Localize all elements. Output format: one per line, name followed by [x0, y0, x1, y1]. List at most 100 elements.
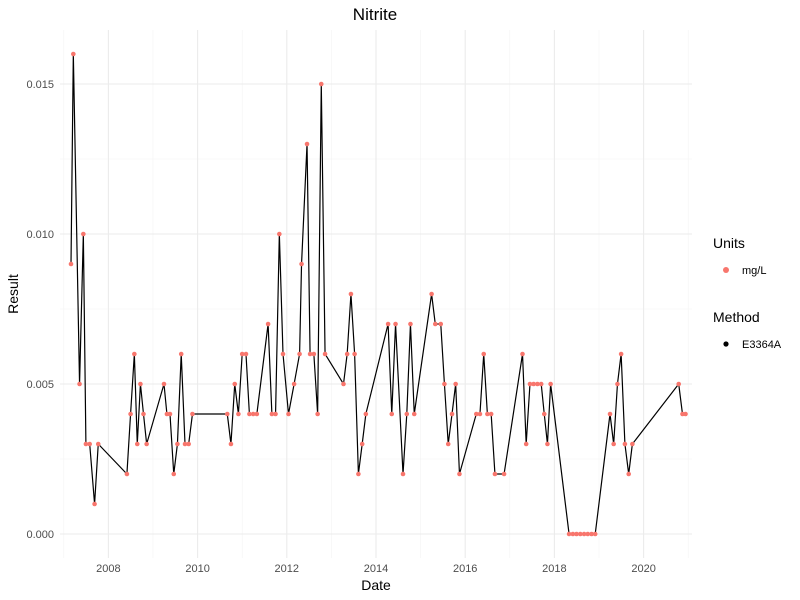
data-point — [535, 381, 540, 387]
data-point — [277, 231, 282, 237]
data-point — [488, 411, 494, 417]
data-point — [607, 411, 613, 417]
y-tick-label: 0.010 — [26, 229, 54, 241]
data-point — [161, 381, 167, 387]
data-point — [141, 411, 146, 417]
data-point — [239, 351, 245, 357]
data-point — [83, 441, 89, 447]
data-point — [683, 411, 688, 417]
grid — [60, 30, 692, 558]
data-point — [315, 411, 320, 417]
data-point — [68, 261, 74, 267]
data-point — [432, 321, 438, 327]
data-point — [344, 351, 350, 357]
data-point — [167, 411, 173, 417]
chart-title: Nitrite — [353, 5, 397, 24]
data-point — [527, 381, 533, 387]
data-point — [492, 471, 498, 477]
data-point — [541, 411, 547, 417]
y-axis-ticks: 0.000 0.005 0.010 0.015 — [26, 79, 54, 541]
data-point — [385, 321, 391, 327]
data-point — [71, 51, 76, 57]
data-point — [585, 531, 591, 537]
data-point — [523, 441, 529, 447]
x-axis-title: Date — [361, 577, 391, 593]
series-points — [68, 51, 688, 537]
data-point — [411, 411, 417, 417]
x-tick-label: 2012 — [275, 563, 299, 575]
x-tick-label: 2010 — [185, 563, 209, 575]
legend-method-title: Method — [713, 309, 760, 325]
y-tick-label: 0.015 — [26, 79, 54, 91]
data-point — [280, 351, 286, 357]
data-point — [81, 231, 86, 237]
legend-units: Units mg/L — [713, 235, 766, 277]
data-point — [618, 351, 624, 357]
data-point — [566, 531, 572, 537]
data-point — [178, 351, 184, 357]
series-line — [70, 53, 686, 535]
data-point — [442, 381, 447, 387]
data-point — [531, 381, 536, 387]
data-point — [348, 291, 354, 297]
data-point — [481, 351, 487, 357]
legend-method-key — [723, 341, 729, 347]
data-point — [186, 441, 191, 447]
data-point — [538, 381, 544, 387]
data-point — [363, 411, 369, 417]
data-point — [307, 351, 313, 357]
x-tick-label: 2018 — [542, 563, 566, 575]
data-point — [311, 351, 317, 357]
data-point — [228, 441, 234, 447]
data-point — [400, 471, 406, 477]
data-point — [485, 411, 490, 417]
data-point — [297, 351, 302, 357]
data-point — [438, 321, 444, 327]
data-point — [457, 471, 462, 477]
data-point — [138, 381, 143, 387]
data-point — [520, 351, 525, 357]
data-point — [286, 411, 291, 417]
data-point — [134, 441, 140, 447]
data-point — [501, 471, 507, 477]
data-point — [269, 411, 275, 417]
data-point — [250, 411, 256, 417]
data-point — [273, 411, 278, 417]
data-point — [592, 531, 598, 537]
data-point — [236, 411, 241, 417]
data-point — [574, 531, 579, 537]
y-tick-label: 0.000 — [26, 529, 54, 541]
data-point — [243, 351, 249, 357]
data-point — [232, 381, 238, 387]
data-point — [578, 531, 583, 537]
data-point — [352, 351, 357, 357]
data-point — [389, 411, 395, 417]
x-tick-label: 2020 — [631, 563, 655, 575]
data-point — [359, 441, 365, 447]
data-point — [124, 471, 130, 477]
data-point — [676, 381, 682, 387]
data-point — [581, 531, 587, 537]
data-point — [453, 381, 458, 387]
legend-method-label: E3364A — [742, 339, 782, 351]
data-point — [224, 411, 230, 417]
data-point — [190, 411, 195, 417]
x-tick-label: 2016 — [453, 563, 477, 575]
data-point — [404, 411, 410, 417]
data-point — [341, 381, 346, 387]
data-point — [132, 351, 137, 357]
data-point — [589, 531, 594, 537]
data-point — [393, 321, 398, 327]
data-point — [182, 441, 188, 447]
data-point — [299, 261, 304, 267]
data-point — [175, 441, 180, 447]
data-point — [622, 441, 628, 447]
x-tick-label: 2008 — [96, 563, 120, 575]
data-point — [615, 381, 620, 387]
data-point — [570, 531, 576, 537]
data-point — [473, 411, 479, 417]
y-axis-title: Result — [5, 274, 21, 314]
data-point — [265, 321, 271, 327]
legend-units-label: mg/L — [742, 265, 766, 277]
